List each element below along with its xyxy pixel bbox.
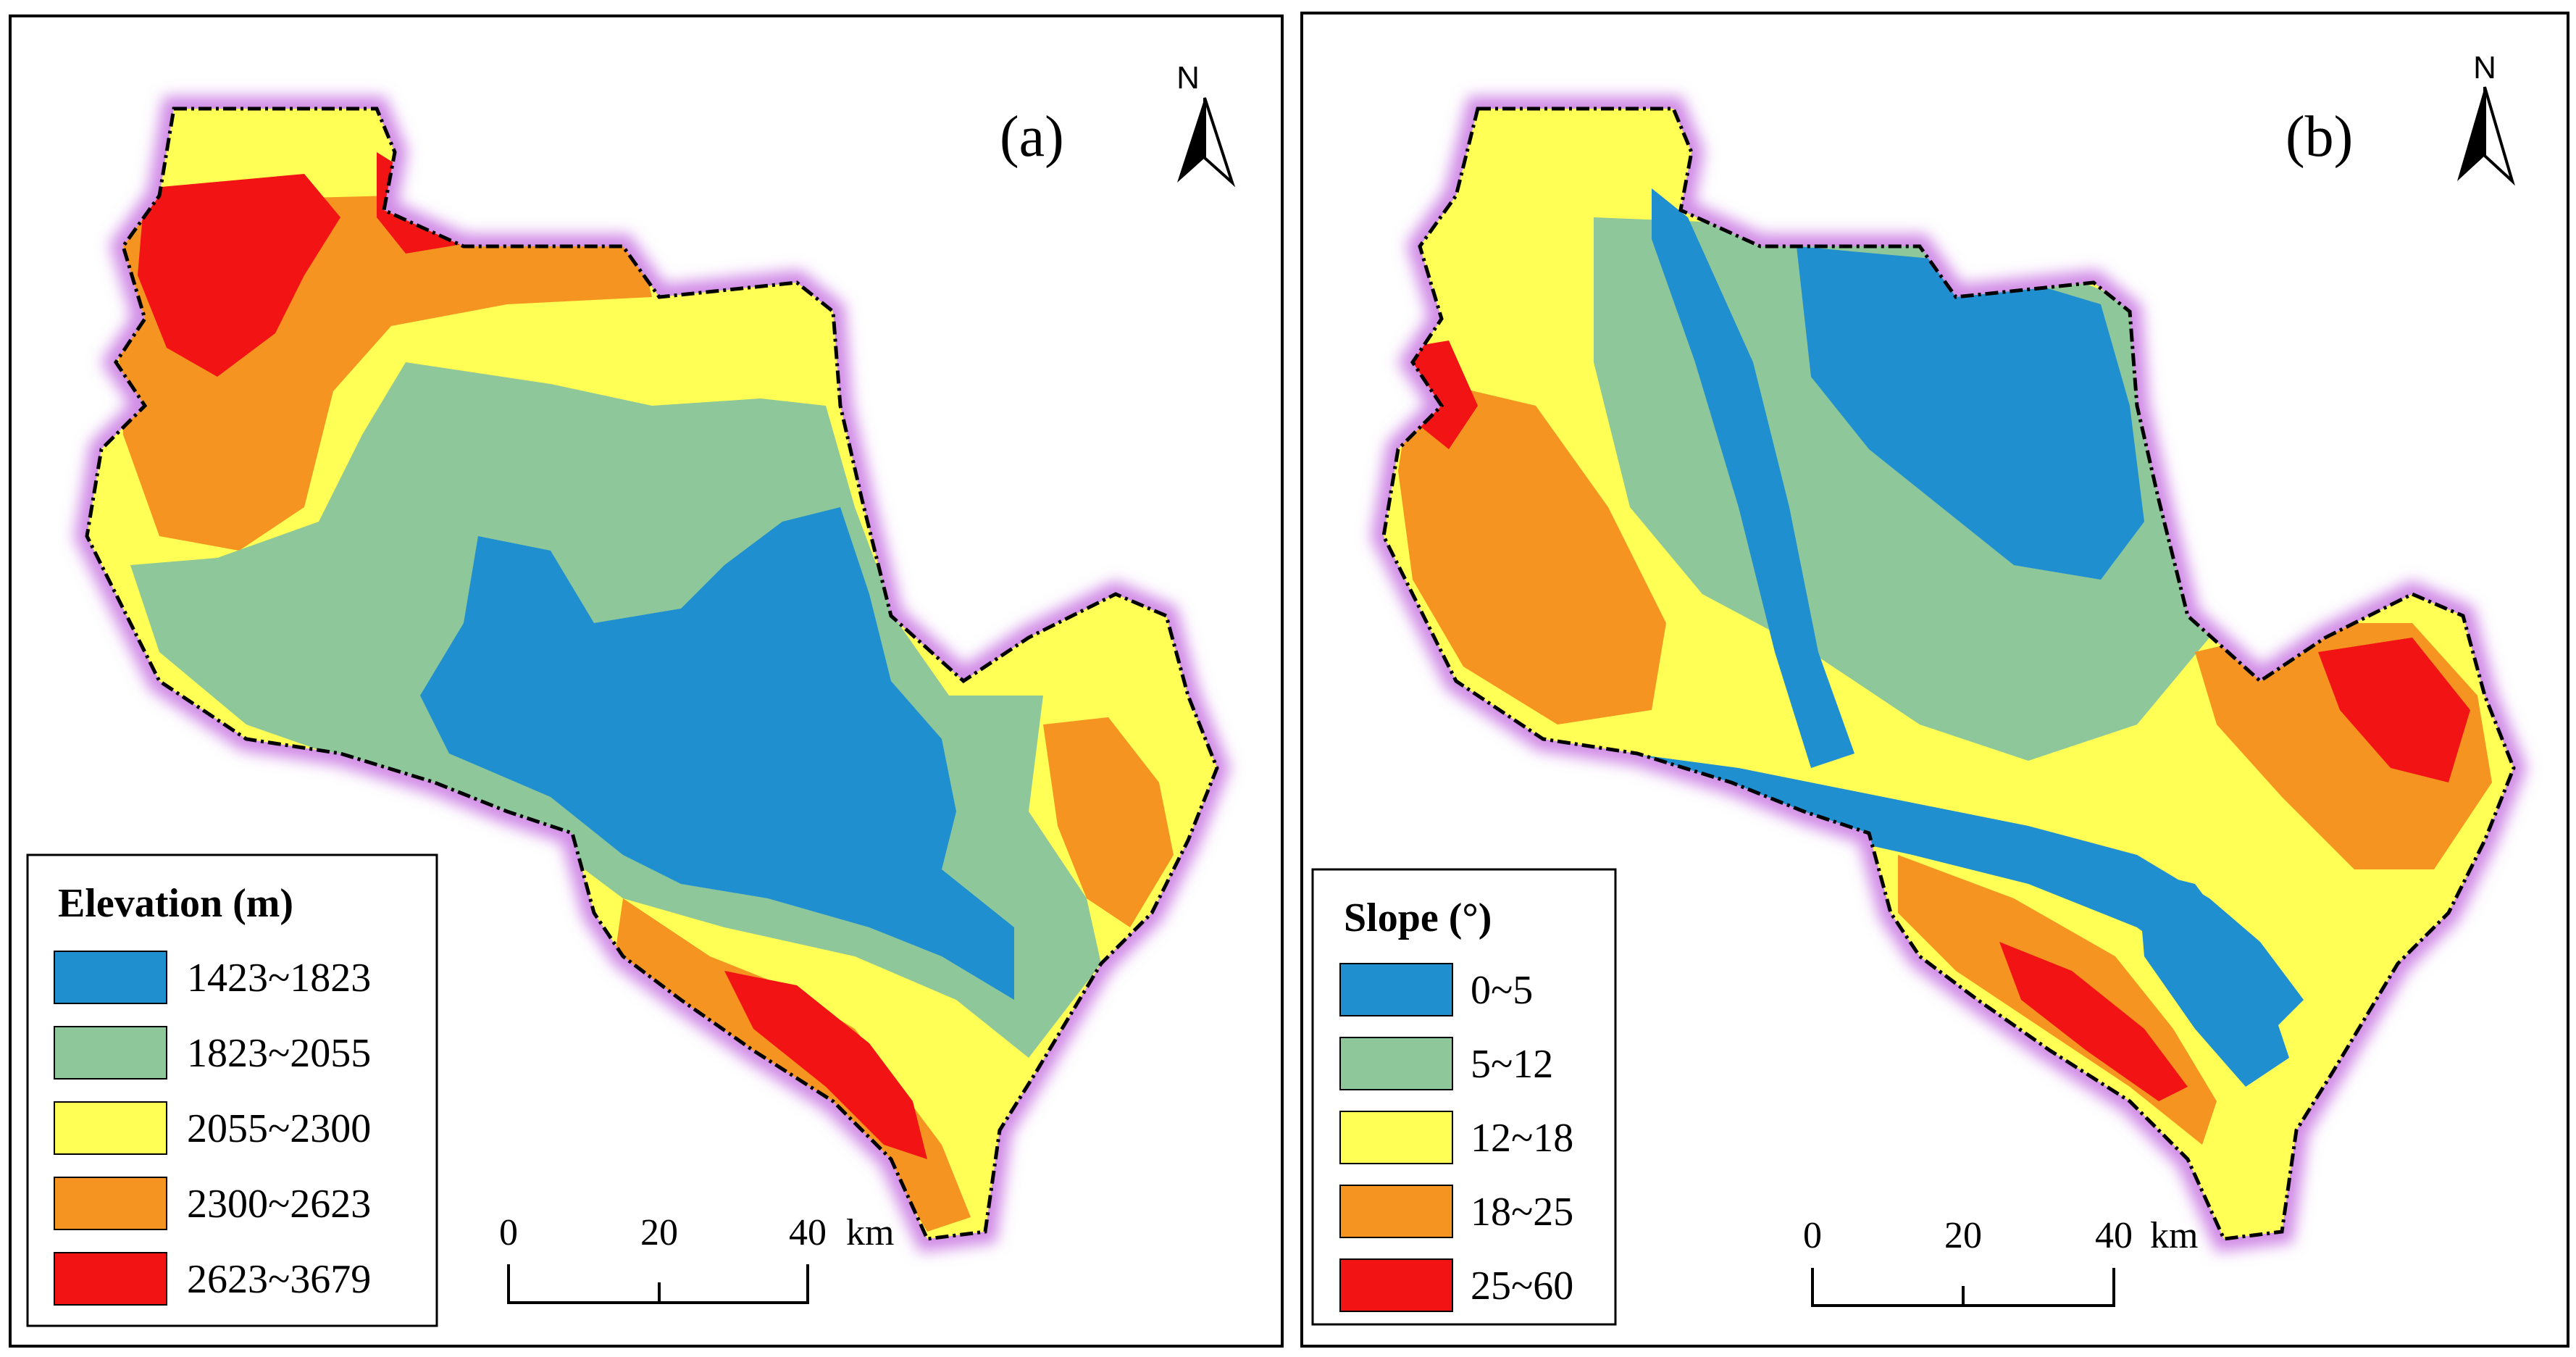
scale-bar: 0 20 40 km (499, 1212, 894, 1304)
legend-title: Elevation (m) (58, 881, 293, 926)
zone-2623-3679-south (724, 971, 927, 1159)
legend-swatch (1339, 963, 1453, 1016)
zone-2300-2623-east (1043, 717, 1174, 927)
north-arrow: N (1176, 60, 1236, 188)
scale-bar-line (507, 1264, 809, 1304)
zone-25-60-east (2318, 638, 2470, 782)
panel-b: (b) N Slope (°) 0~5 5~12 12~18 18~25 25~… (1300, 12, 2569, 1348)
legend-box (1311, 868, 1617, 1326)
legend-title: Slope (°) (1344, 895, 1492, 940)
scale-bar: 0 20 40 km (1803, 1215, 2198, 1307)
north-letter: N (2473, 50, 2496, 85)
legend-swatch (1339, 1258, 1453, 1312)
legend-swatch (1339, 1037, 1453, 1090)
legend-box (26, 853, 438, 1327)
zone-1423-1823 (420, 507, 1014, 1000)
panel-label: (a) (1000, 105, 1064, 169)
panel-a: (a) N Elevation (m) 1423~1823 1823~2055 … (9, 14, 1284, 1348)
legend-label: 1423~1823 (187, 956, 371, 1001)
scale-tick-label: 40 (2095, 1215, 2133, 1256)
legend: Slope (°) 0~5 5~12 12~18 18~25 25~60 (1311, 868, 1617, 1326)
legend-swatch (1339, 1185, 1453, 1238)
scale-tick-label: 40 (789, 1212, 827, 1253)
scale-tick-label: 0 (499, 1212, 518, 1253)
scale-tick-label: 0 (1803, 1215, 1822, 1256)
scale-unit: km (2150, 1215, 2198, 1256)
scale-tick-label: 20 (1944, 1215, 1982, 1256)
legend-label: 2055~2300 (187, 1106, 371, 1151)
legend-swatch (54, 1101, 167, 1155)
zone-18-25-west (1398, 377, 1666, 725)
north-arrow: N (2457, 50, 2515, 186)
legend-label: 12~18 (1471, 1116, 1573, 1161)
zone-0-5-river-valley (1652, 188, 1854, 768)
watershed-boundary (1381, 107, 2516, 1241)
scale-bar-line (1811, 1268, 2115, 1307)
legend-label: 2300~2623 (187, 1182, 371, 1227)
zone-0-5-south-valley (2137, 869, 2289, 1087)
legend-swatch (1339, 1111, 1453, 1164)
north-arrow-left-half (1177, 98, 1205, 183)
north-arrow-left-half (2457, 87, 2485, 181)
panel-label: (b) (2286, 105, 2353, 169)
north-letter: N (1176, 60, 1200, 96)
watershed-boundary (85, 107, 1219, 1241)
legend-swatch (54, 1177, 167, 1230)
legend-label: 2623~3679 (187, 1257, 371, 1302)
scale-unit: km (846, 1212, 894, 1253)
scale-tick-label: 20 (640, 1212, 678, 1253)
legend-label: 18~25 (1471, 1190, 1573, 1235)
legend-swatch (54, 1026, 167, 1080)
north-arrow-right-half (2483, 86, 2515, 186)
legend-swatch (54, 1252, 167, 1306)
zone-0-5-north (1797, 246, 2144, 580)
legend-swatch (54, 951, 167, 1004)
legend: Elevation (m) 1423~1823 1823~2055 2055~2… (26, 853, 438, 1327)
legend-label: 1823~2055 (187, 1031, 371, 1076)
zone-25-60-south (1999, 942, 2188, 1101)
zone-2300-2623-south (616, 898, 971, 1232)
legend-label: 5~12 (1471, 1042, 1553, 1087)
zone-2623-3679-northwest (138, 174, 340, 377)
legend-label: 0~5 (1471, 968, 1533, 1013)
legend-label: 25~60 (1471, 1264, 1573, 1308)
north-arrow-right-half (1203, 97, 1236, 188)
